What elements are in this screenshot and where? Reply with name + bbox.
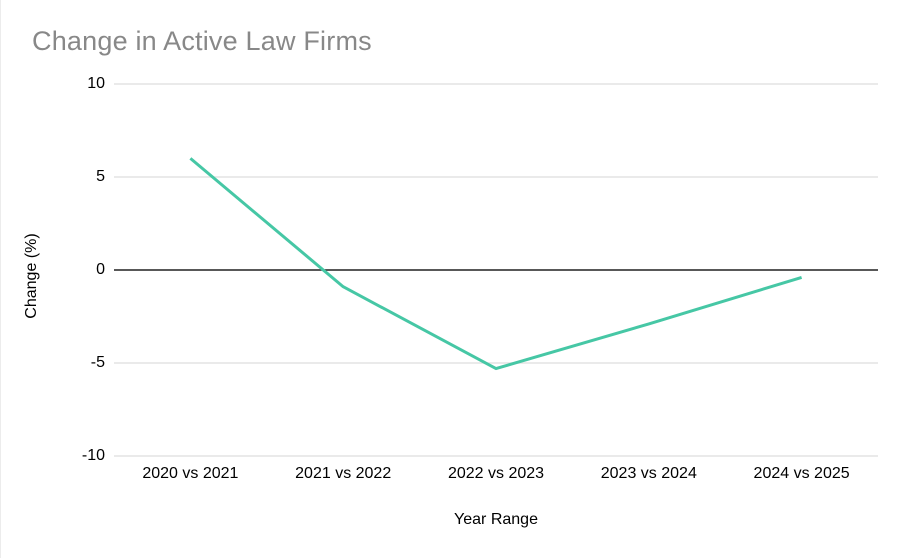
x-axis-tick-label: 2023 vs 2024 <box>600 465 697 482</box>
x-axis-title: Year Range <box>454 511 538 528</box>
y-axis-tick-label: 10 <box>87 75 105 92</box>
data-series-line <box>189 157 803 371</box>
y-axis-title: Change (%) <box>23 233 40 319</box>
y-axis-tick-label: -10 <box>81 447 105 464</box>
x-axis-tick-label: 2024 vs 2025 <box>753 465 850 482</box>
x-axis-tick-label: 2020 vs 2021 <box>142 465 239 482</box>
chart-title: Change in Active Law Firms <box>32 26 372 56</box>
y-axis-tick-label: 0 <box>96 261 105 278</box>
y-axis-tick-label: 5 <box>96 168 105 185</box>
x-axis-tick-label: 2022 vs 2023 <box>447 465 545 482</box>
x-axis-tick-label: 2021 vs 2022 <box>295 465 392 482</box>
y-axis-tick-label: -5 <box>90 354 105 371</box>
